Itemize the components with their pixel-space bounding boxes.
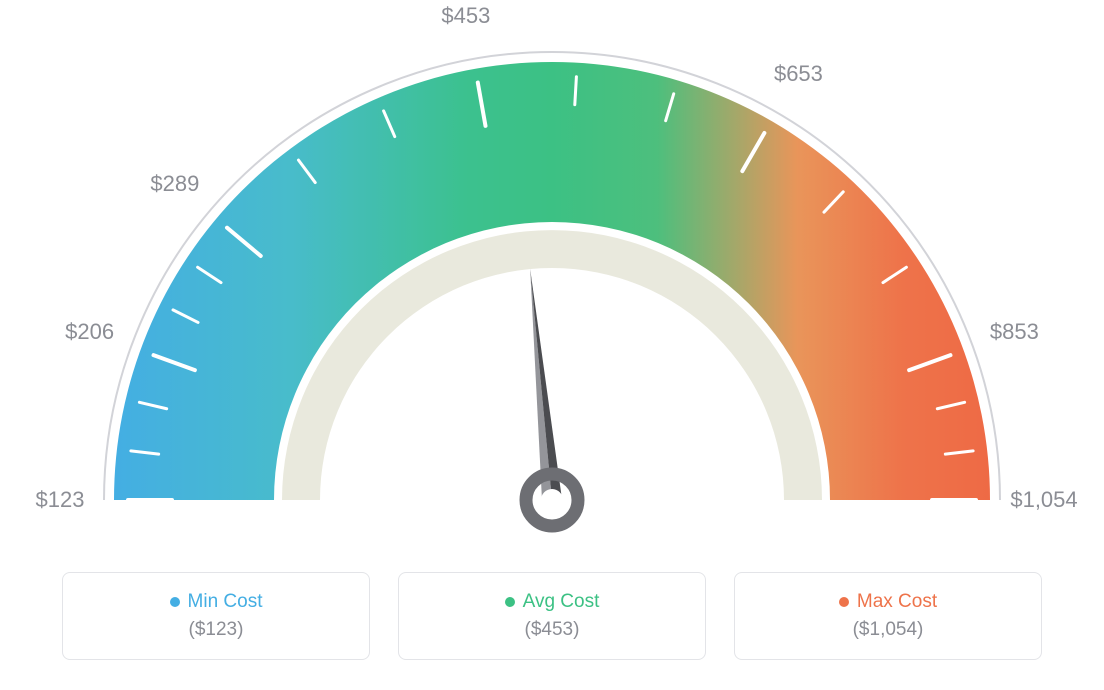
- gauge-tick-label: $206: [65, 319, 114, 345]
- gauge-tick-label: $1,054: [1010, 487, 1077, 513]
- legend-max-top: Max Cost: [839, 591, 937, 613]
- legend-min-dot: [170, 597, 180, 607]
- legend-max-dot: [839, 597, 849, 607]
- legend-card-avg: Avg Cost ($453): [398, 572, 706, 660]
- gauge-tick-label: $653: [774, 61, 823, 87]
- legend-min-value: ($123): [189, 619, 244, 641]
- legend-avg-top: Avg Cost: [505, 591, 600, 613]
- legend-min-label: Min Cost: [188, 591, 263, 613]
- cost-gauge-chart: $123 $206 $289 $453 $653 $853 $1,054 Min Cost …: [0, 0, 1104, 690]
- legend-avg-value: ($453): [525, 619, 580, 641]
- legend-max-label: Max Cost: [857, 591, 937, 613]
- gauge-tick-label: $123: [36, 487, 85, 513]
- gauge-tick-label: $853: [990, 319, 1039, 345]
- legend-max-value: ($1,054): [853, 619, 924, 641]
- legend-card-min: Min Cost ($123): [62, 572, 370, 660]
- legend-card-max: Max Cost ($1,054): [734, 572, 1042, 660]
- legend-row: Min Cost ($123) Avg Cost ($453) Max Cost…: [62, 572, 1042, 660]
- gauge-tick-label: $453: [441, 3, 490, 29]
- legend-avg-label: Avg Cost: [523, 591, 600, 613]
- legend-avg-dot: [505, 597, 515, 607]
- gauge-tick-label: $289: [150, 171, 199, 197]
- legend-min-top: Min Cost: [170, 591, 263, 613]
